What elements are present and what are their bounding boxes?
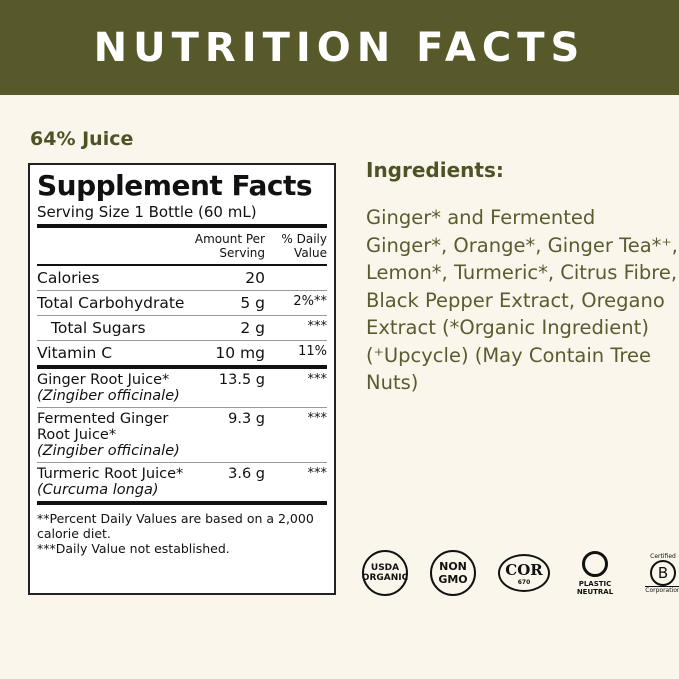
column-headers: Amount Per Serving % Daily Value	[37, 228, 327, 266]
latin-name: (Zingiber officinale)	[37, 388, 180, 404]
nutrient-name: Calories	[37, 269, 100, 287]
nutrient-row: Ginger Root Juice* (Zingiber officinale) 1…	[37, 369, 327, 408]
supplement-facts-panel: Supplement Facts Serving Size 1 Bottle (…	[28, 163, 336, 595]
non-gmo-icon: NON GMO	[430, 550, 476, 596]
nutrient-dv: 2%**	[293, 294, 327, 309]
nutrient-amount: 13.5 g	[218, 372, 265, 388]
page-title: NUTRITION FACTS	[93, 24, 586, 71]
nutrient-dv: ***	[307, 372, 328, 387]
footnote: **Percent Daily Values are based on a 2,…	[37, 511, 314, 541]
latin-name: (Curcuma longa)	[37, 482, 159, 498]
footnotes: **Percent Daily Values are based on a 2,…	[37, 505, 327, 556]
serving-size: Serving Size 1 Bottle (60 mL)	[37, 203, 327, 228]
ingredients-text: Ginger* and Fermented Ginger*, Orange*, …	[366, 206, 678, 394]
nutrient-amount: 10 mg	[215, 344, 265, 362]
nutrient-dv: ***	[307, 319, 328, 334]
cor-kosher-icon: COR 670	[498, 554, 550, 592]
nutrient-name: Turmeric Root Juice*	[37, 466, 184, 482]
nutrient-row: Total Sugars 2 g ***	[37, 316, 327, 341]
amount-header: Amount Per Serving	[194, 232, 265, 260]
nutrient-dv: ***	[307, 411, 328, 426]
nutrient-name: Vitamin C	[37, 344, 113, 362]
dv-header: % Daily Value	[281, 232, 327, 260]
header-banner: NUTRITION FACTS	[0, 0, 679, 95]
footnote: ***Daily Value not established.	[37, 541, 230, 556]
nutrient-name: Total Carbohydrate	[37, 294, 185, 312]
nutrient-amount: 2 g	[240, 319, 265, 337]
panel-title: Supplement Facts	[37, 169, 313, 202]
nutrient-amount: 3.6 g	[228, 466, 265, 482]
nutrient-row: Total Carbohydrate 5 g 2%**	[37, 291, 327, 316]
nutrient-row: Calories 20	[37, 266, 327, 291]
nutrient-amount: 9.3 g	[228, 411, 265, 427]
nutrient-amount: 5 g	[240, 294, 265, 312]
nutrient-dv: 11%	[298, 344, 327, 359]
nutrient-row: Turmeric Root Juice* (Curcuma longa) 3.6 g…	[37, 463, 327, 505]
nutrient-dv: ***	[307, 466, 328, 481]
nutrient-name: Ginger Root Juice*	[37, 372, 170, 388]
ingredients-section: Ingredients: Ginger* and Fermented Ginge…	[366, 158, 679, 397]
plastic-neutral-icon: PLASTIC NEUTRAL	[572, 550, 618, 596]
nutrient-name: Fermented Ginger Root Juice*	[37, 411, 169, 443]
latin-name: (Zingiber officinale)	[37, 443, 180, 459]
usda-organic-icon: USDA ORGANIC	[362, 550, 408, 596]
nutrient-row: Vitamin C 10 mg 11%	[37, 341, 327, 369]
nutrient-amount: 20	[245, 269, 265, 287]
certification-logos: USDA ORGANIC NON GMO COR 670 PLASTIC NEUT…	[362, 550, 679, 596]
nutrient-name: Total Sugars	[51, 319, 146, 337]
juice-percentage: 64% Juice	[30, 128, 134, 150]
ingredients-heading: Ingredients:	[366, 158, 504, 182]
nutrient-row: Fermented Ginger Root Juice* (Zingiber of…	[37, 408, 327, 463]
b-corp-icon: Certified B Corporation	[645, 552, 679, 594]
